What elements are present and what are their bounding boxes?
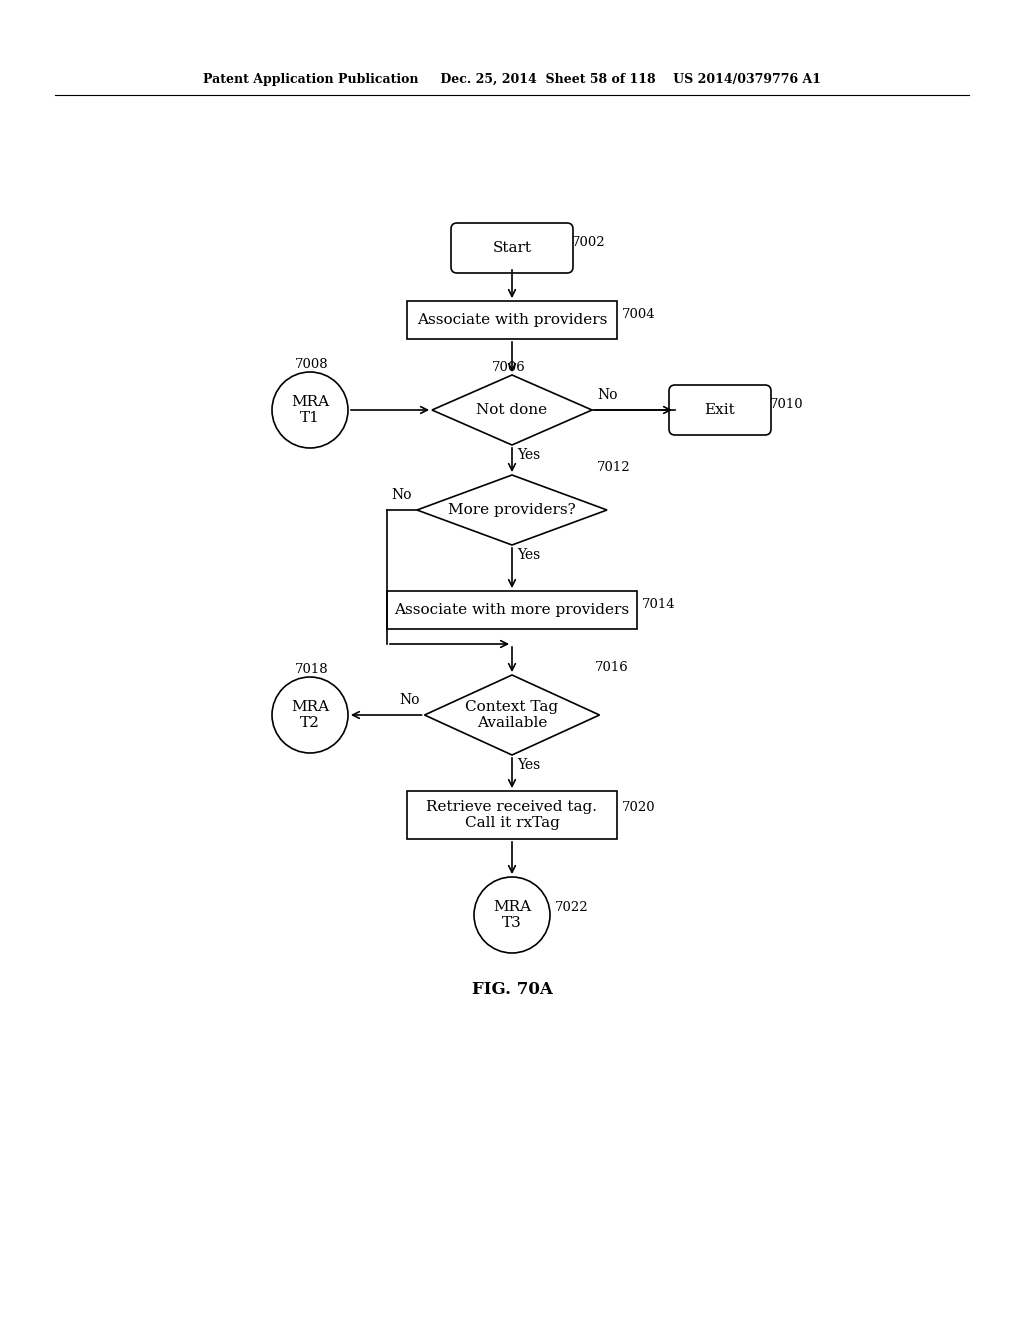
Text: No: No xyxy=(391,488,412,502)
Circle shape xyxy=(474,876,550,953)
Circle shape xyxy=(272,677,348,752)
Text: FIG. 70A: FIG. 70A xyxy=(472,982,552,998)
Text: Yes: Yes xyxy=(517,447,541,462)
Text: Retrieve received tag.
Call it rxTag: Retrieve received tag. Call it rxTag xyxy=(427,800,597,830)
FancyBboxPatch shape xyxy=(451,223,573,273)
Text: More providers?: More providers? xyxy=(449,503,575,517)
Text: MRA
T1: MRA T1 xyxy=(291,395,329,425)
Polygon shape xyxy=(432,375,592,445)
Text: No: No xyxy=(597,388,617,403)
Text: Yes: Yes xyxy=(517,548,541,562)
Text: Patent Application Publication     Dec. 25, 2014  Sheet 58 of 118    US 2014/037: Patent Application Publication Dec. 25, … xyxy=(203,74,821,87)
Text: 7022: 7022 xyxy=(555,902,589,913)
Text: 7012: 7012 xyxy=(597,461,631,474)
Bar xyxy=(407,301,617,339)
FancyBboxPatch shape xyxy=(669,385,771,436)
Text: MRA
T2: MRA T2 xyxy=(291,700,329,730)
Polygon shape xyxy=(425,675,599,755)
Polygon shape xyxy=(417,475,607,545)
Text: 7020: 7020 xyxy=(622,801,655,814)
Text: Yes: Yes xyxy=(517,758,541,772)
Text: 7002: 7002 xyxy=(572,236,605,249)
Text: 7008: 7008 xyxy=(295,358,329,371)
Text: MRA
T3: MRA T3 xyxy=(493,900,531,931)
Text: 7004: 7004 xyxy=(622,308,655,321)
Text: Not done: Not done xyxy=(476,403,548,417)
Text: 7014: 7014 xyxy=(642,598,676,611)
Bar xyxy=(387,591,637,630)
Text: 7006: 7006 xyxy=(492,360,525,374)
Text: Exit: Exit xyxy=(705,403,735,417)
Text: Start: Start xyxy=(493,242,531,255)
Text: No: No xyxy=(399,693,420,708)
Text: Context Tag
Available: Context Tag Available xyxy=(466,700,558,730)
Circle shape xyxy=(272,372,348,447)
Text: Associate with more providers: Associate with more providers xyxy=(394,603,630,616)
Text: 7016: 7016 xyxy=(595,661,629,675)
Text: Associate with providers: Associate with providers xyxy=(417,313,607,327)
Text: 7010: 7010 xyxy=(770,399,804,411)
Bar xyxy=(407,791,617,840)
Text: 7018: 7018 xyxy=(295,663,329,676)
